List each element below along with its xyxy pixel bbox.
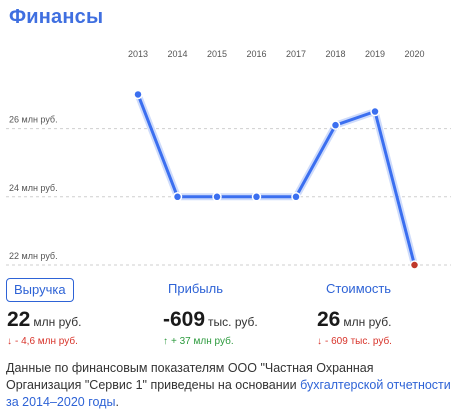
metric-revenue-unit: млн руб. xyxy=(33,315,82,329)
footnote-text: Данные по финансовым показателям ООО "Ча… xyxy=(6,361,374,392)
arrow-down-icon: ↓ xyxy=(7,336,12,347)
metric-profit-delta: ↑ + 37 млн руб. xyxy=(163,336,234,347)
x-tick-label: 2014 xyxy=(167,49,187,59)
x-tick-label: 2016 xyxy=(246,49,266,59)
section-title: Финансы xyxy=(9,6,104,28)
data-point xyxy=(409,260,420,270)
arrow-up-icon: ↑ xyxy=(163,336,168,347)
series-line xyxy=(136,92,416,267)
tab-revenue[interactable]: Выручка xyxy=(6,278,74,302)
metric-value-delta: ↓ - 609 тыс. руб. xyxy=(317,336,392,347)
x-tick-label: 2017 xyxy=(286,49,306,59)
revenue-line-chart: 26 млн руб. 24 млн руб. 22 млн руб. 2013 201… xyxy=(6,49,451,270)
x-tick-label: 2018 xyxy=(325,49,345,59)
metric-revenue-delta-text: - 4,6 млн руб. xyxy=(15,336,78,347)
x-tick-label: 2019 xyxy=(365,49,385,59)
data-point xyxy=(172,192,183,202)
data-point xyxy=(370,106,380,117)
accounting-report-link[interactable]: бухгалтерской отчетности за 2014–2020 го… xyxy=(6,378,451,409)
metric-revenue: 22 млн руб. ↓ - 4,6 млн руб. xyxy=(7,308,82,347)
arrow-down-icon: ↓ xyxy=(317,336,322,347)
data-point xyxy=(212,192,222,202)
x-tick-label: 2015 xyxy=(207,49,227,59)
metric-value-unit: млн руб. xyxy=(343,315,392,329)
tab-profit[interactable]: Прибыль xyxy=(168,281,223,296)
y-tick-label: 26 млн руб. xyxy=(9,115,58,125)
y-tick-label: 24 млн руб. xyxy=(9,183,58,193)
footnote-end: . xyxy=(115,395,119,409)
data-point xyxy=(133,89,143,100)
series-line-glow xyxy=(134,90,418,269)
data-point xyxy=(251,192,262,202)
data-point xyxy=(330,120,341,130)
metric-profit-delta-text: + 37 млн руб. xyxy=(171,336,234,347)
x-tick-label: 2020 xyxy=(404,49,424,59)
x-tick-label: 2013 xyxy=(128,49,148,59)
metric-revenue-value: 22 xyxy=(7,308,31,331)
data-point xyxy=(291,192,301,202)
metric-value: 26 млн руб. ↓ - 609 тыс. руб. xyxy=(317,308,392,347)
metric-profit-value: -609 xyxy=(163,308,206,331)
y-tick-label: 22 млн руб. xyxy=(9,251,58,261)
tab-value[interactable]: Стоимость xyxy=(326,281,392,296)
metric-tabs: Выручка Прибыль Стоимость xyxy=(0,278,457,304)
metric-profit: -609 тыс. руб. ↑ + 37 млн руб. xyxy=(163,308,258,347)
metric-revenue-delta: ↓ - 4,6 млн руб. xyxy=(7,336,78,347)
metric-value-value: 26 xyxy=(317,308,341,331)
metric-value-delta-text: - 609 тыс. руб. xyxy=(325,336,392,347)
metric-profit-unit: тыс. руб. xyxy=(208,315,258,329)
footnote: Данные по финансовым показателям ООО "Ча… xyxy=(6,360,451,411)
